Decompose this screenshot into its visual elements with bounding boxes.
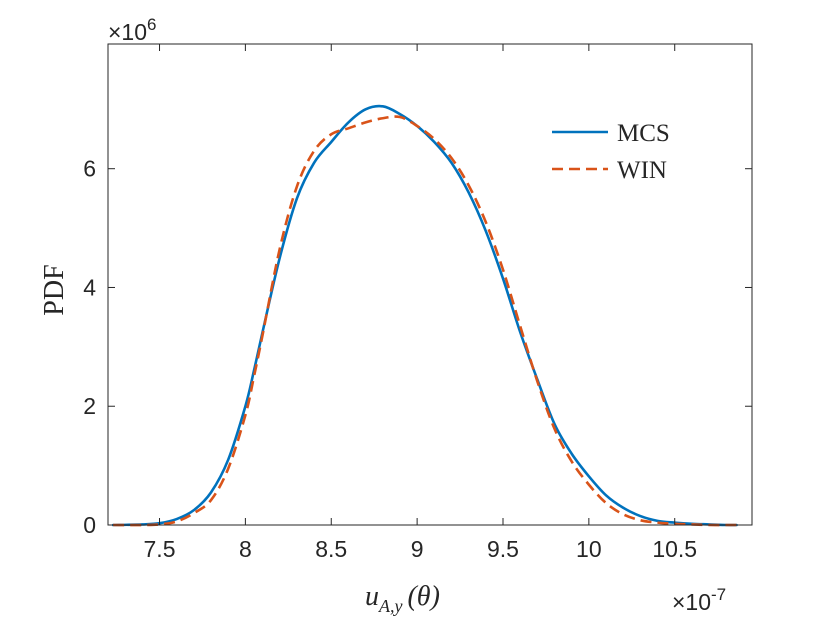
x-tick-label: 8.5 bbox=[315, 536, 347, 562]
y-axis-label: PDF bbox=[39, 264, 70, 315]
y-tick-label: 4 bbox=[83, 274, 96, 300]
legend-label-mcs: MCS bbox=[617, 120, 670, 147]
legend-label-win: WIN bbox=[617, 157, 667, 184]
y-axis-ticks: 0 2 4 6 bbox=[83, 156, 752, 538]
y-tick-label: 0 bbox=[83, 512, 96, 538]
x-tick-label: 7.5 bbox=[144, 536, 176, 562]
x-axis-ticks: 7.5 8 8.5 9 9.5 10 10.5 bbox=[144, 44, 697, 562]
x-axis-label: uA,y (θ) bbox=[365, 581, 440, 616]
y-tick-label: 2 bbox=[83, 393, 96, 419]
y-axis-multiplier: ×106 bbox=[108, 15, 156, 45]
plot-area bbox=[108, 44, 752, 525]
x-tick-label: 10 bbox=[576, 536, 602, 562]
x-tick-label: 8 bbox=[239, 536, 252, 562]
legend: MCS WIN bbox=[552, 120, 670, 184]
x-tick-label: 10.5 bbox=[652, 536, 697, 562]
x-axis-multiplier: ×10-7 bbox=[672, 585, 726, 615]
x-tick-label: 9.5 bbox=[487, 536, 519, 562]
axes-box bbox=[107, 43, 753, 526]
y-tick-label: 6 bbox=[83, 156, 96, 182]
x-tick-label: 9 bbox=[411, 536, 424, 562]
series-layer bbox=[111, 104, 738, 527]
